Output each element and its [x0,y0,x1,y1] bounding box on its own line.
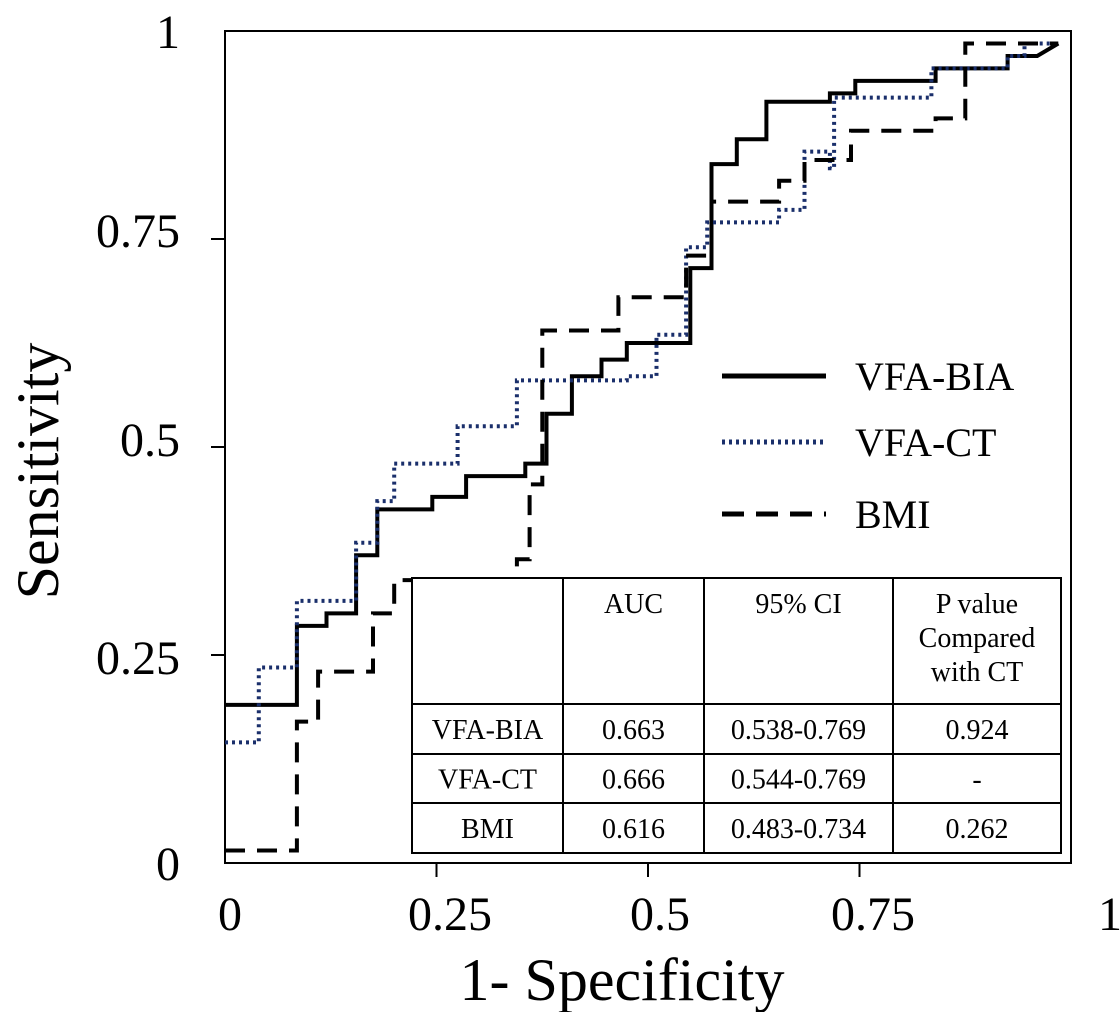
y-axis-label: Sensitivity [5,343,71,600]
table-cell: 0.666 [602,765,665,796]
legend-label: VFA-CT [855,420,996,465]
series-layer [225,41,1060,853]
legend: VFA-BIA VFA-CT BMI [722,354,1014,537]
table-cell: 0.483-0.734 [731,814,866,845]
series-line-bmi [225,41,1059,853]
table-header-cell: 95% CI [755,589,841,620]
table-cell: VFA-BIA [432,715,544,746]
table-cell: VFA-CT [438,765,537,796]
x-tick-label: 0.5 [630,888,690,941]
table-header-cell: with CT [931,657,1024,688]
table-frame [411,577,1062,854]
x-tick-label: 0 [218,888,242,941]
table-cell: 0.262 [946,814,1009,845]
x-tick-label: 1 [1098,888,1120,941]
table-header-cell: P value [936,589,1018,620]
table-cell: 0.616 [602,814,665,845]
table-header-cell: Compared [919,623,1036,654]
series-line-vfa-ct [225,41,1059,745]
table-cell: 0.538-0.769 [731,715,866,746]
table-cell: BMI [461,814,514,845]
table-cell: 0.663 [602,715,665,746]
y-axis-ticks: 0 0.25 0.5 0.75 1 [96,6,225,891]
series-line-vfa-bia [225,41,1060,707]
x-tick-label: 0.25 [408,888,492,941]
x-axis-label: 1- Specificity [460,947,785,1012]
y-tick-label: 0.5 [120,414,180,467]
legend-label: VFA-BIA [855,354,1014,399]
y-tick-label: 1 [156,6,180,59]
x-tick-label: 0.75 [831,888,915,941]
y-tick-label: 0 [156,838,180,891]
table-cell: - [972,765,981,796]
table-cell: 0.544-0.769 [731,765,866,796]
table-header-cell: AUC [604,589,663,620]
table-cell: 0.924 [946,715,1009,746]
legend-label: BMI [855,492,931,537]
x-axis-ticks: 0 0.25 0.5 0.75 1 [218,863,1120,941]
y-tick-label: 0.75 [96,205,180,258]
y-tick-label: 0.25 [96,632,180,685]
